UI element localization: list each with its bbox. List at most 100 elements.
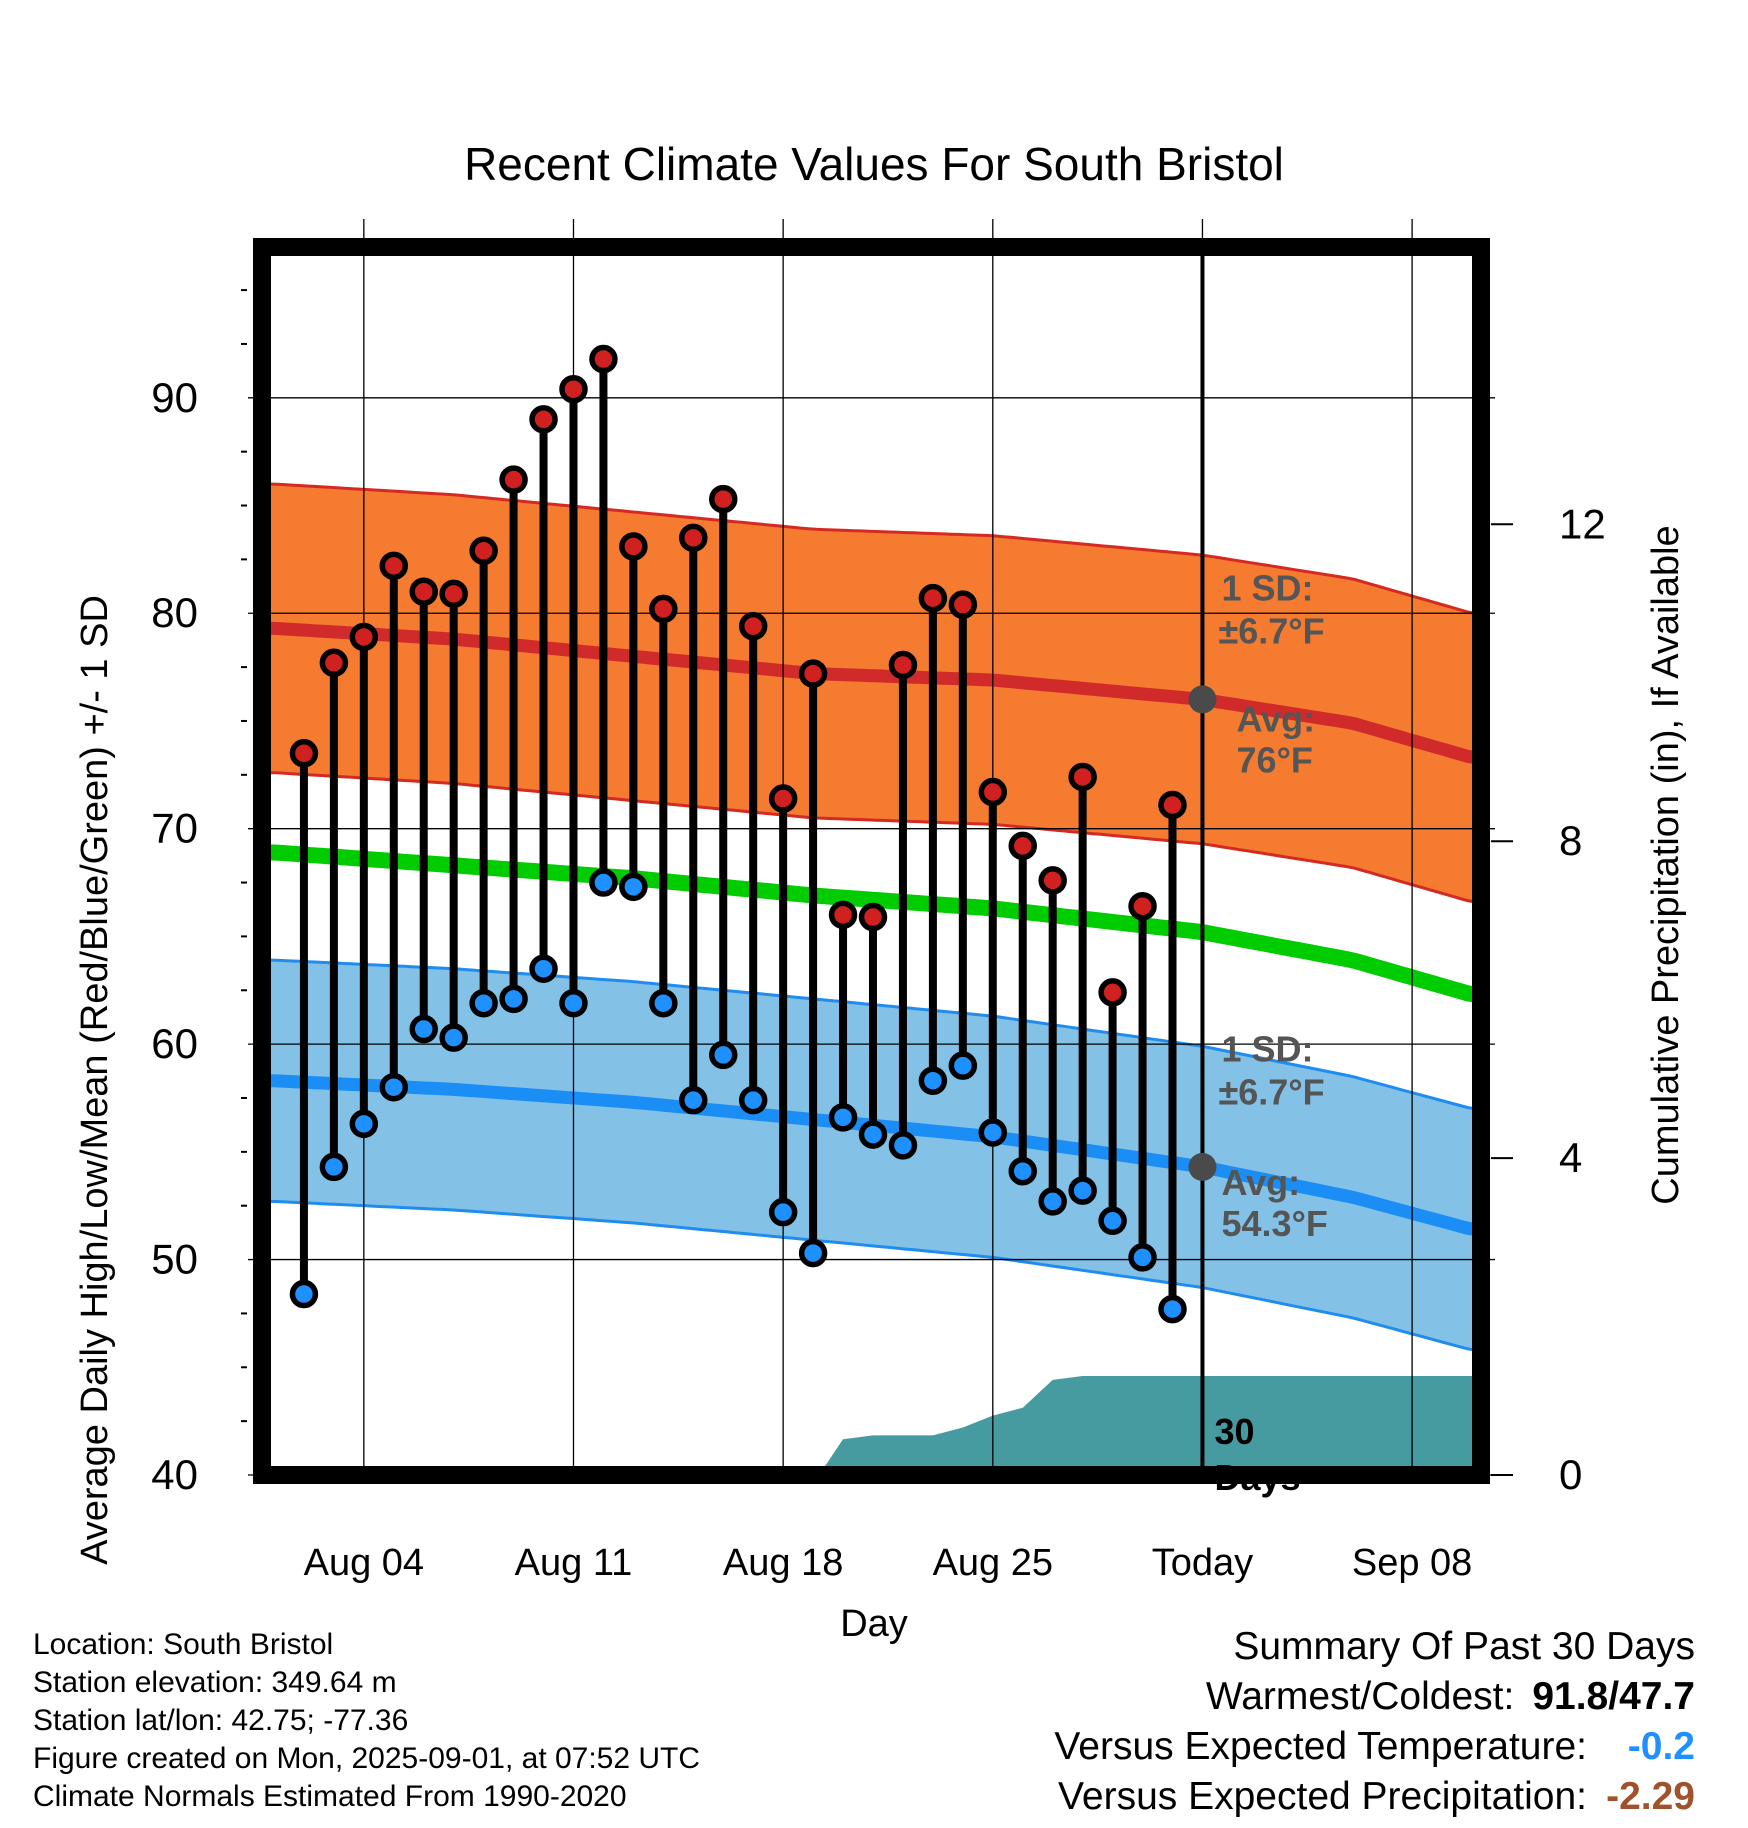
- created-text: Figure created on Mon, 2025-09-01, at 07…: [33, 1742, 701, 1775]
- daily-high-dot: [918, 583, 948, 613]
- daily-high-dot: [888, 650, 918, 680]
- x-axis-label: Day: [840, 1603, 908, 1645]
- y-tick-label: 60: [151, 1020, 198, 1067]
- daily-high-dot: [1128, 891, 1157, 921]
- y-tick-label: 50: [151, 1236, 198, 1283]
- daily-high-dot: [679, 523, 708, 553]
- x-tick-label: Aug 11: [515, 1542, 633, 1584]
- warm-cold-label: Warmest/Coldest:: [1205, 1675, 1515, 1718]
- daily-high-dot: [798, 659, 828, 688]
- low-avg-label: Avg:: [1221, 1162, 1300, 1203]
- high-avg-label: Avg:: [1236, 699, 1315, 740]
- low-sd-value: ±6.7°F: [1218, 1071, 1324, 1112]
- y-tick-label: 70: [151, 805, 198, 852]
- daily-high-dot: [1158, 790, 1187, 820]
- plot-frame: [253, 238, 1490, 1484]
- daily-low-dot: [1128, 1243, 1157, 1272]
- daily-low-dot: [559, 988, 588, 1018]
- daily-low-dot: [1038, 1187, 1067, 1216]
- daily-low-dot: [768, 1197, 798, 1227]
- daily-low-dot: [978, 1118, 1008, 1147]
- daily-low-dot: [349, 1109, 379, 1139]
- y-tick-label: 90: [151, 374, 198, 421]
- daily-high-dot: [349, 622, 379, 652]
- x-tick-label: Sep 08: [1352, 1542, 1472, 1584]
- daily-low-dot: [499, 984, 528, 1014]
- y2-tick-label: 0: [1559, 1451, 1582, 1498]
- daily-high-dot: [469, 536, 498, 566]
- y2-tick-label: 12: [1559, 500, 1606, 547]
- daily-low-dot: [828, 1103, 858, 1132]
- daily-low-dot: [649, 988, 678, 1018]
- daily-high-dot: [559, 374, 588, 404]
- high-sd-label: 1 SD:: [1221, 567, 1313, 608]
- elevation-text: Station elevation: 349.64 m: [33, 1666, 397, 1699]
- high-sd-value: ±6.7°F: [1218, 610, 1324, 651]
- y-tick-label: 80: [151, 589, 198, 636]
- precip-value: -2.29: [1606, 1775, 1695, 1818]
- daily-high-dot: [1008, 831, 1038, 861]
- low-avg-value: 54.3°F: [1221, 1203, 1327, 1244]
- y2-axis-label: Cumulative Precipitation (in), If Availa…: [1645, 525, 1687, 1204]
- precip-row: Versus Expected Precipitation: -2.29: [875, 1772, 1695, 1822]
- daily-low-dot: [469, 988, 498, 1018]
- daily-high-dot: [499, 465, 528, 494]
- temp-row: Versus Expected Temperature: -0.2: [875, 1722, 1695, 1772]
- high-band-lower-edge: [262, 771, 1476, 904]
- high-sd-band: [262, 484, 1475, 902]
- daily-low-dot: [1068, 1176, 1097, 1205]
- daily-low-dot: [948, 1051, 978, 1080]
- daily-high-dot: [828, 900, 858, 930]
- y2-tick-label: 8: [1559, 817, 1582, 864]
- y2-tick-label: 4: [1559, 1134, 1582, 1181]
- daily-low-dot: [1158, 1294, 1187, 1324]
- daily-high-dot: [1038, 866, 1067, 895]
- daily-low-dot: [289, 1279, 319, 1309]
- temp-value: -0.2: [1627, 1725, 1695, 1768]
- daily-high-dot: [619, 532, 648, 561]
- x-tick-label: Aug 18: [723, 1542, 843, 1584]
- daily-low-dot: [708, 1040, 738, 1070]
- daily-high-dot: [1098, 978, 1127, 1007]
- low-band-upper-edge: [262, 958, 1476, 1111]
- precip-area: [819, 1376, 1481, 1475]
- daily-high-dot: [708, 484, 738, 514]
- thirty-days-number: 30: [1214, 1411, 1254, 1452]
- daily-high-dot: [379, 551, 409, 581]
- daily-high-dot: [649, 594, 678, 624]
- daily-low-dot: [679, 1085, 708, 1115]
- location-text: Location: South Bristol: [33, 1628, 334, 1661]
- daily-high-dot: [768, 784, 798, 813]
- low-sd-band: [262, 960, 1475, 1350]
- daily-high-dot: [289, 739, 319, 768]
- today-low-avg-marker: [1188, 1152, 1217, 1181]
- daily-low-dot: [589, 868, 618, 897]
- latlon-text: Station lat/lon: 42.75; -77.36: [33, 1704, 409, 1737]
- daily-low-dot: [439, 1023, 468, 1052]
- x-tick-label: Aug 25: [933, 1542, 1053, 1584]
- daily-high-dot: [439, 579, 468, 609]
- normals-text: Climate Normals Estimated From 1990-2020: [33, 1780, 627, 1813]
- daily-low-dot: [888, 1131, 918, 1160]
- daily-low-dot: [1008, 1156, 1038, 1186]
- daily-low-dot: [1098, 1206, 1127, 1236]
- x-tick-label: Aug 04: [304, 1542, 424, 1584]
- chart-title: Recent Climate Values For South Bristol: [464, 138, 1284, 190]
- daily-high-dot: [978, 777, 1008, 807]
- high-band-upper-edge: [262, 482, 1476, 615]
- daily-high-dot: [948, 590, 978, 619]
- daily-high-dot: [1068, 762, 1097, 792]
- low-sd-label: 1 SD:: [1221, 1028, 1313, 1069]
- summary-panel: Summary Of Past 30 Days Warmest/Coldest:…: [875, 1622, 1695, 1822]
- daily-low-dot: [798, 1238, 828, 1268]
- daily-low-dot: [379, 1072, 409, 1102]
- normal-high-line: [262, 621, 1477, 765]
- daily-high-dot: [529, 405, 558, 434]
- temp-label: Versus Expected Temperature:: [1054, 1725, 1587, 1768]
- y-tick-label: 40: [151, 1451, 198, 1498]
- normal-mean-line: [262, 844, 1477, 1003]
- y-axis-label: Average Daily High/Low/Mean (Red/Blue/Gr…: [74, 595, 116, 1565]
- daily-high-dot: [589, 344, 618, 374]
